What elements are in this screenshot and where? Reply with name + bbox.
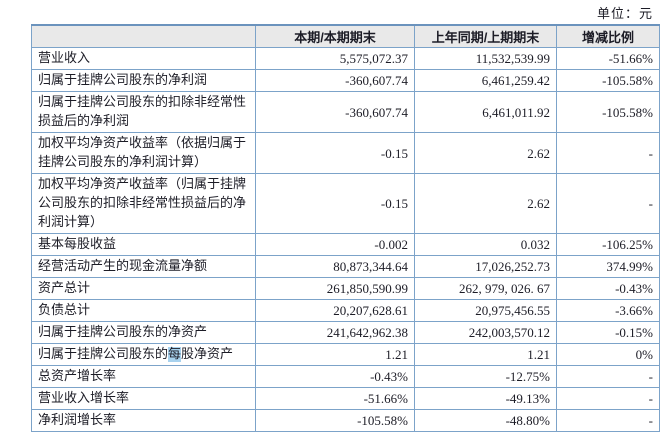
cell-change: - [556,387,660,410]
table-row: 资产总计 261,850,590.99 262, 979, 026. 67 -0.43… [31,277,660,300]
row-label: 加权平均净资产收益率（归属于挂牌公司股东的扣除非经常性损益后的净利润计算） [31,173,256,234]
cell-change: - [556,173,660,234]
cell-prior: 2.62 [414,132,557,174]
column-header: 本期/本期期末 [255,24,415,48]
cell-change: -105.58% [556,91,660,133]
cell-change: - [556,409,660,432]
table-row: 归属于挂牌公司股东的扣除非经常性损益后的净利润 -360,607.74 6,461,… [31,91,660,133]
row-label: 归属于挂牌公司股东的净利润 [31,69,256,92]
cell-change: -0.15% [556,321,660,344]
table-row: 营业收入 5,575,072.37 11,532,539.99 -51.66% [31,47,660,70]
cell-change: - [556,365,660,388]
cell-change: 374.99% [556,255,660,278]
table-row: 归属于挂牌公司股东的每股净资产 1.21 1.21 0% [31,343,660,366]
table-row: 净利润增长率 -105.58% -48.80% - [31,409,660,432]
cell-current: 80,873,344.64 [255,255,415,278]
cell-prior: 1.21 [414,343,557,366]
table-row: 经营活动产生的现金流量净额 80,873,344.64 17,026,252.73 3… [31,255,660,278]
cell-prior: -12.75% [414,365,557,388]
cell-prior: 6,461,011.92 [414,91,557,133]
row-label: 经营活动产生的现金流量净额 [31,255,256,278]
cell-prior: 262, 979, 026. 67 [414,277,557,300]
cell-current: -0.43% [255,365,415,388]
cell-current: 261,850,590.99 [255,277,415,300]
cell-current: -0.15 [255,132,415,174]
cell-change: -3.66% [556,299,660,322]
row-label-text: 归属于挂牌公司股东的 [38,347,169,362]
financial-summary-table: 本期/本期期末 上年同期/上期期末 增减比例 营业收入 5,575,072.37 11,… [31,24,660,432]
row-label: 营业收入 [31,47,256,70]
cell-prior: 20,975,456.55 [414,299,557,322]
row-label: 资产总计 [31,277,256,300]
cell-current: 20,207,628.61 [255,299,415,322]
table-row: 归属于挂牌公司股东的净利润 -360,607.74 6,461,259.42 -105… [31,69,660,92]
cell-current: 1.21 [255,343,415,366]
table-body: 营业收入 5,575,072.37 11,532,539.99 -51.66% 归属于挂… [31,47,660,432]
row-label: 归属于挂牌公司股东的净资产 [31,321,256,344]
cell-current: -360,607.74 [255,91,415,133]
cell-prior: -48.80% [414,409,557,432]
cell-change: -51.66% [556,47,660,70]
table-row: 基本每股收益 -0.002 0.032 -106.25% [31,233,660,256]
cell-change: 0% [556,343,660,366]
cell-current: 5,575,072.37 [255,47,415,70]
cell-change: -105.58% [556,69,660,92]
cell-change: - [556,132,660,174]
table-row: 营业收入增长率 -51.66% -49.13% - [31,387,660,410]
column-header [31,24,256,48]
table-row: 负债总计 20,207,628.61 20,975,456.55 -3.66% [31,299,660,322]
cell-change: -106.25% [556,233,660,256]
row-label: 总资产增长率 [31,365,256,388]
row-label-text: 股净资产 [181,347,234,362]
table-row: 总资产增长率 -0.43% -12.75% - [31,365,660,388]
cell-prior: 17,026,252.73 [414,255,557,278]
cell-current: -0.15 [255,173,415,234]
table-header-row: 本期/本期期末 上年同期/上期期末 增减比例 [31,24,660,48]
cell-prior: 242,003,570.12 [414,321,557,344]
cell-current: -0.002 [255,233,415,256]
row-label: 加权平均净资产收益率（依据归属于挂牌公司股东的净利润计算） [31,132,256,174]
row-label: 净利润增长率 [31,409,256,432]
cell-prior: 11,532,539.99 [414,47,557,70]
cell-prior: 0.032 [414,233,557,256]
cell-current: 241,642,962.38 [255,321,415,344]
table-row: 加权平均净资产收益率（归属于挂牌公司股东的扣除非经常性损益后的净利润计算） -0.… [31,173,660,234]
unit-label: 单位：元 [596,7,653,22]
cell-prior: -49.13% [414,387,557,410]
cell-current: -105.58% [255,409,415,432]
row-label: 归属于挂牌公司股东的扣除非经常性损益后的净利润 [31,91,256,133]
column-header: 增减比例 [556,24,660,48]
highlighted-text: 每 [168,347,182,362]
cell-prior: 2.62 [414,173,557,234]
row-label: 营业收入增长率 [31,387,256,410]
row-label: 归属于挂牌公司股东的每股净资产 [31,343,256,366]
row-label: 负债总计 [31,299,256,322]
cell-change: -0.43% [556,277,660,300]
column-header: 上年同期/上期期末 [414,24,557,48]
table-row: 加权平均净资产收益率（依据归属于挂牌公司股东的净利润计算） -0.15 2.62- [31,132,660,174]
cell-current: -51.66% [255,387,415,410]
row-label: 基本每股收益 [31,233,256,256]
table-row: 归属于挂牌公司股东的净资产 241,642,962.38 242,003,570.1… [31,321,660,344]
cell-prior: 6,461,259.42 [414,69,557,92]
cell-current: -360,607.74 [255,69,415,92]
